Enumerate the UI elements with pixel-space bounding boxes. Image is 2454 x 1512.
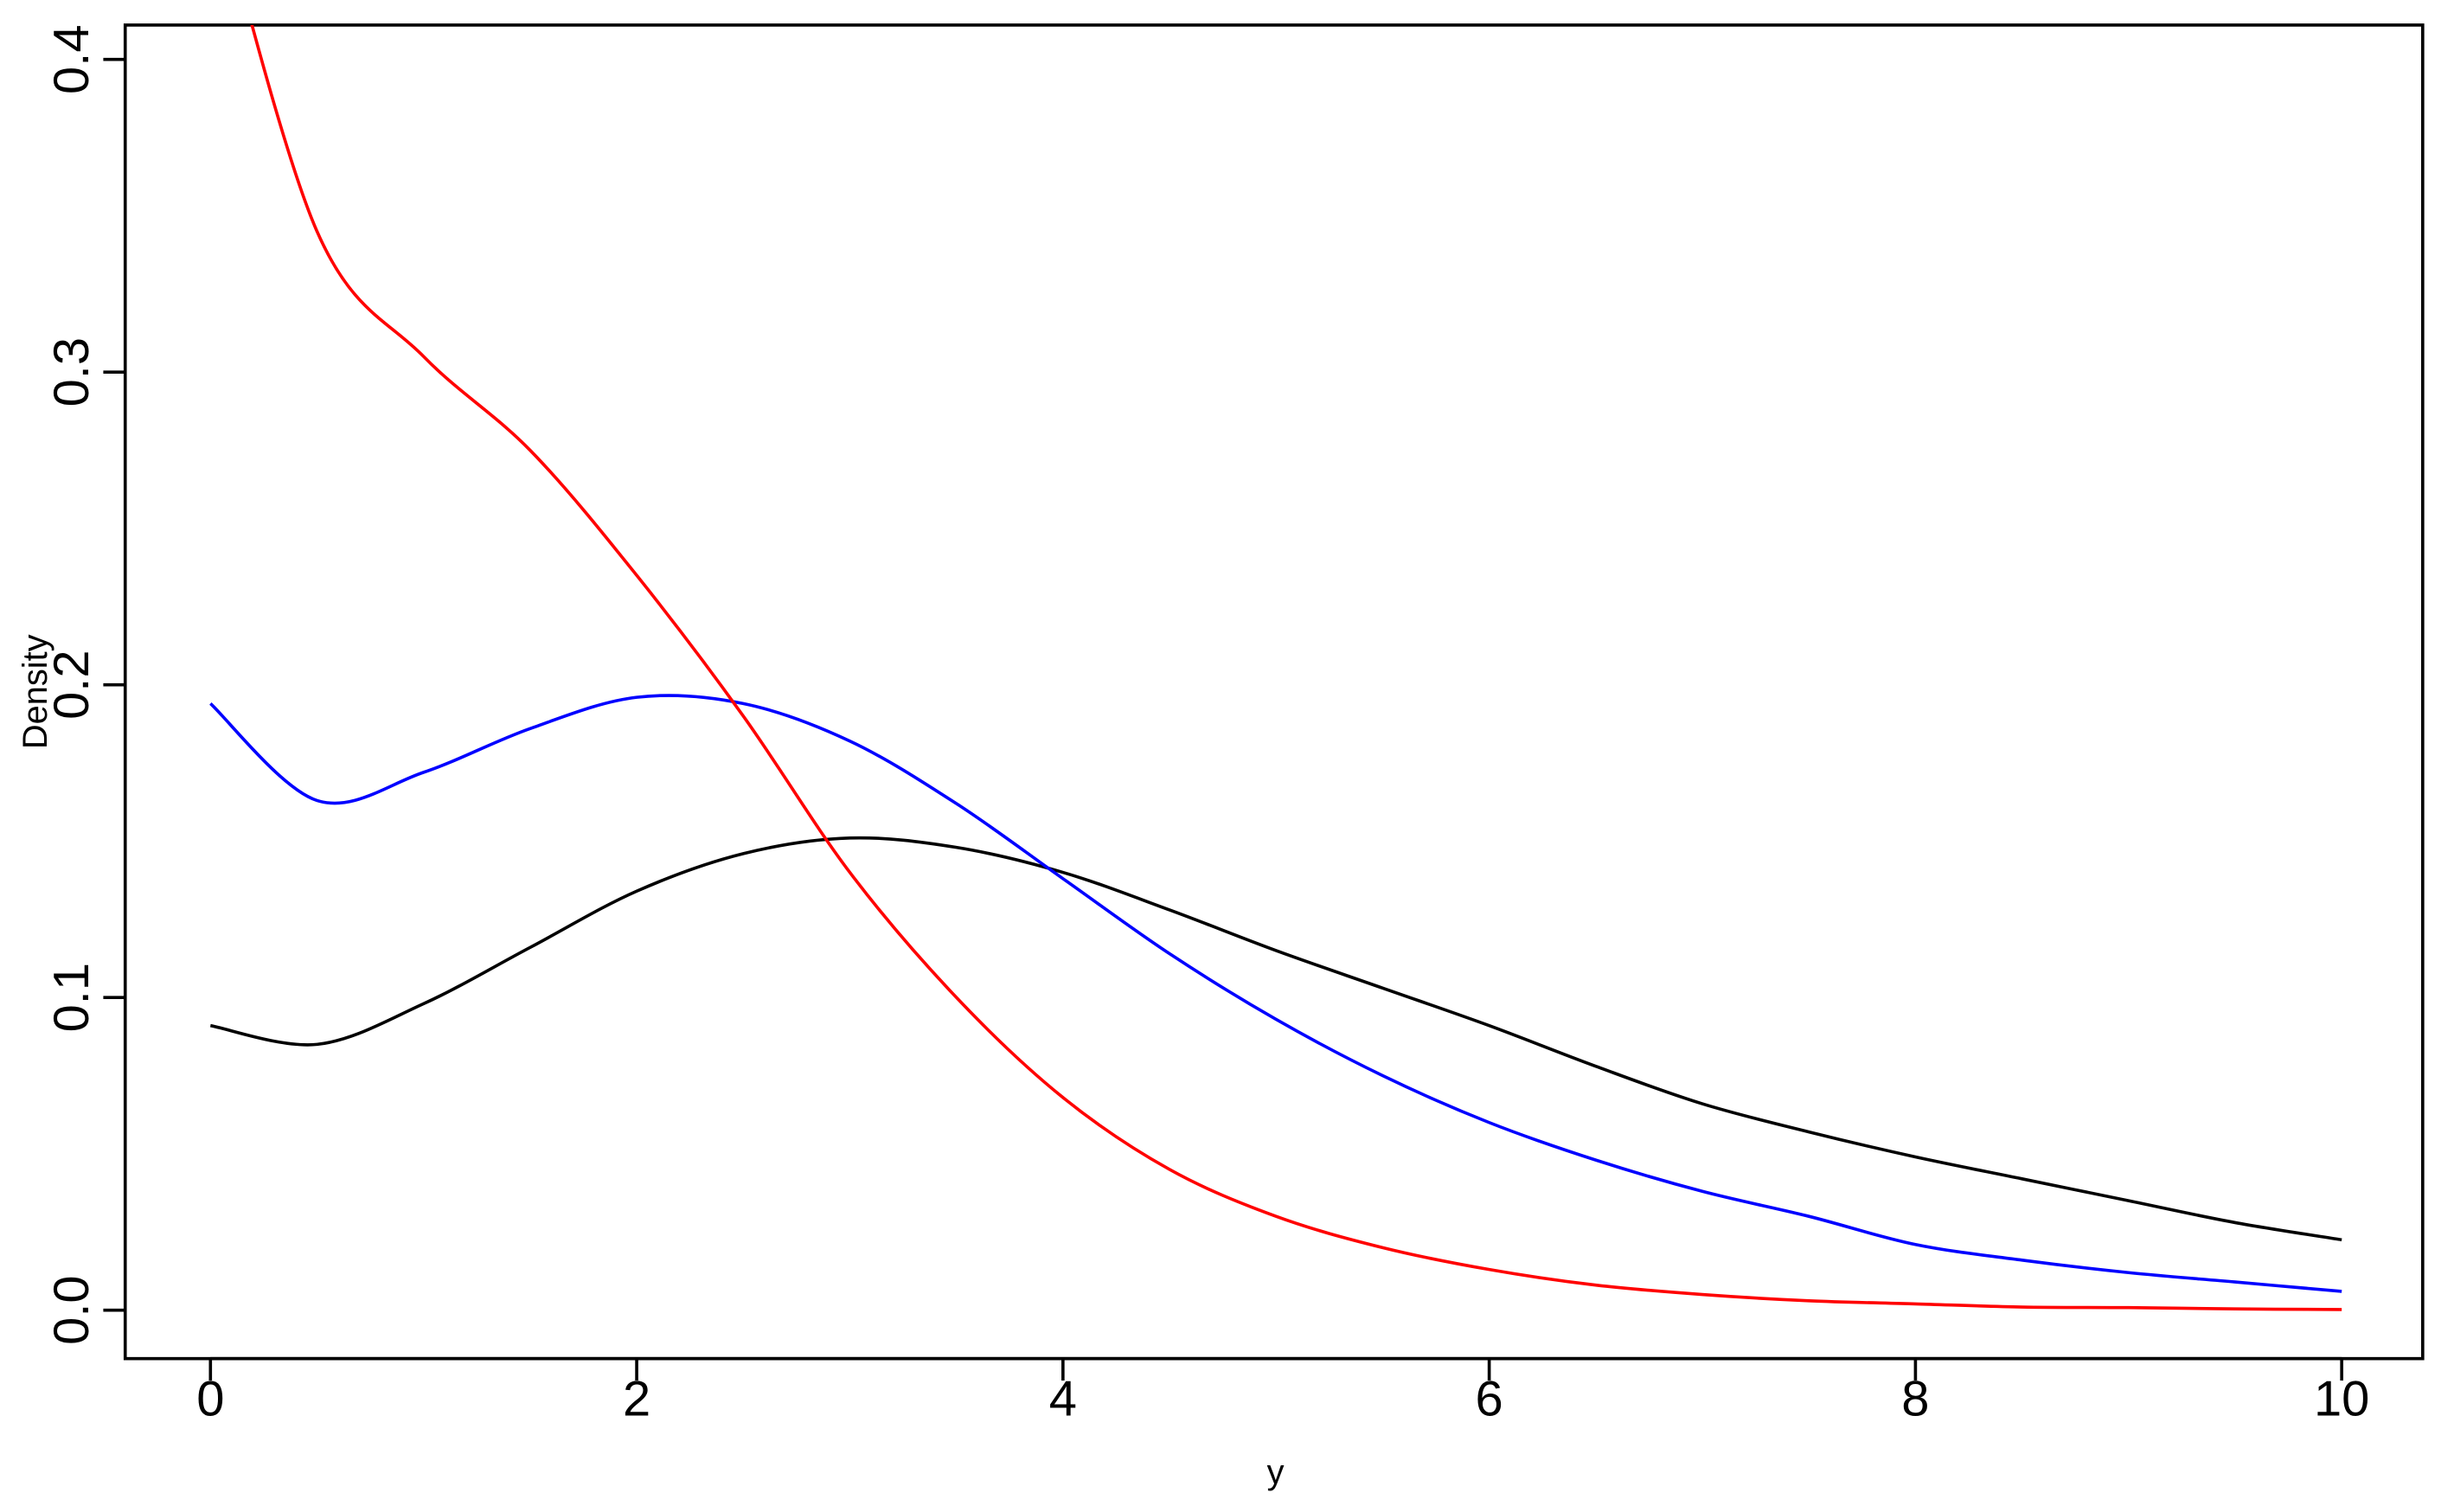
y-tick-label: 0.1 — [44, 963, 99, 1032]
x-tick-label: 0 — [196, 1372, 224, 1427]
density-curve — [250, 24, 2342, 1311]
density-curve — [209, 836, 2342, 1242]
x-axis-title: y — [1267, 1453, 1285, 1491]
y-tick-label: 0.0 — [44, 1275, 99, 1344]
y-axis-title: Density — [16, 634, 54, 749]
x-tick-label: 8 — [1901, 1372, 1929, 1427]
density-curve — [209, 694, 2342, 1293]
x-tick-label: 10 — [2314, 1372, 2369, 1427]
y-tick-label: 0.2 — [44, 650, 99, 719]
x-tick-label: 2 — [623, 1372, 650, 1427]
y-tick-label: 0.4 — [44, 24, 99, 93]
x-tick-label: 4 — [1049, 1372, 1077, 1427]
y-tick-label: 0.3 — [44, 337, 99, 407]
x-tick-label: 6 — [1476, 1372, 1503, 1427]
plot-area — [209, 24, 2342, 1311]
plot-frame — [123, 23, 2425, 1361]
